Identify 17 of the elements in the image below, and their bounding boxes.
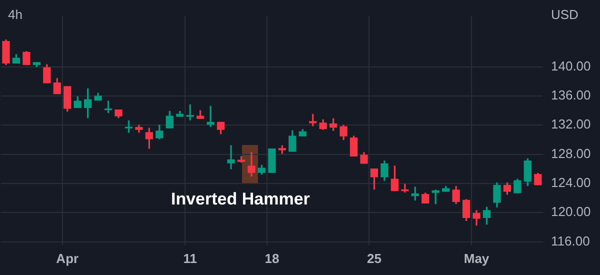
x-tick-label: Apr bbox=[56, 250, 79, 266]
x-tick-label: May bbox=[464, 250, 490, 266]
x-tick-label: 18 bbox=[264, 250, 280, 266]
y-tick-label: 128.00 bbox=[551, 146, 591, 161]
x-tick-label: 11 bbox=[183, 250, 197, 266]
y-tick-label: 120.00 bbox=[551, 204, 591, 220]
candlestick bbox=[206, 106, 214, 127]
y-tick-label: 140.00 bbox=[551, 58, 591, 74]
x-tick-label: 25 bbox=[366, 250, 382, 266]
y-tick-label: 124.00 bbox=[551, 175, 591, 190]
annotation: Inverted Hammer bbox=[171, 190, 310, 209]
y-tick-label: 136.00 bbox=[551, 88, 591, 103]
y-tick-label: 132.00 bbox=[551, 116, 591, 132]
y-axis-title: USD bbox=[551, 7, 578, 22]
y-tick-label: 116.00 bbox=[551, 233, 590, 248]
chart-title: 4h bbox=[8, 7, 22, 22]
candlestick bbox=[227, 145, 235, 170]
